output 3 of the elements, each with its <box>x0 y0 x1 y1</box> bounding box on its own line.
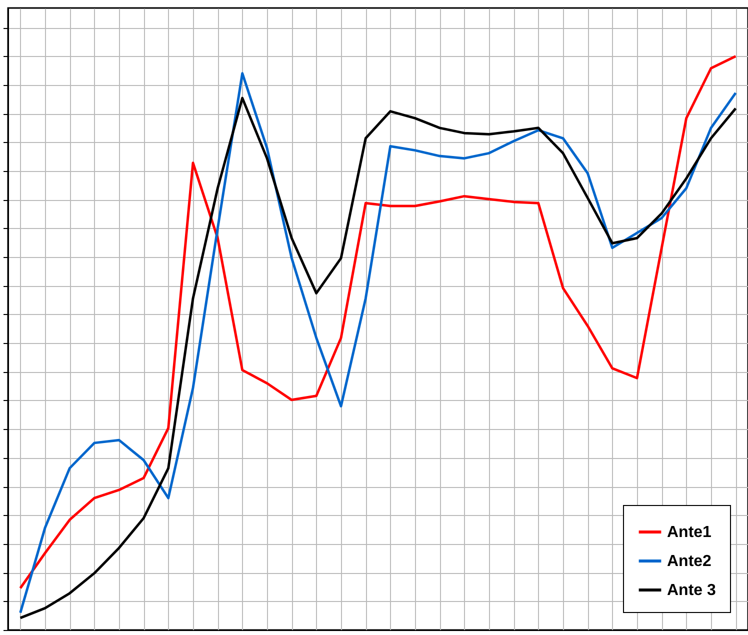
legend-label: Ante 3 <box>667 582 716 599</box>
legend-label: Ante1 <box>667 524 712 541</box>
legend-label: Ante2 <box>667 553 712 570</box>
